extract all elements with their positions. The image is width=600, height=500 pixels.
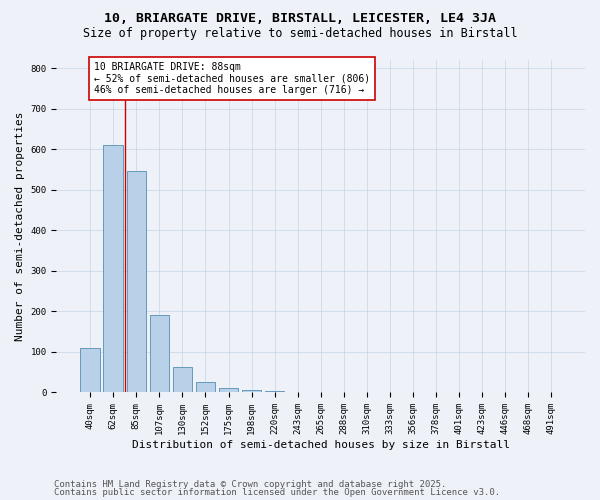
Bar — [173, 368, 192, 392]
Text: Size of property relative to semi-detached houses in Birstall: Size of property relative to semi-detach… — [83, 28, 517, 40]
Bar — [149, 316, 169, 392]
Text: Contains HM Land Registry data © Crown copyright and database right 2025.: Contains HM Land Registry data © Crown c… — [54, 480, 446, 489]
Y-axis label: Number of semi-detached properties: Number of semi-detached properties — [15, 112, 25, 341]
Text: Contains public sector information licensed under the Open Government Licence v3: Contains public sector information licen… — [54, 488, 500, 497]
Bar — [219, 388, 238, 392]
Bar — [242, 390, 262, 392]
X-axis label: Distribution of semi-detached houses by size in Birstall: Distribution of semi-detached houses by … — [132, 440, 510, 450]
Bar — [127, 172, 146, 392]
Bar — [196, 382, 215, 392]
Text: 10, BRIARGATE DRIVE, BIRSTALL, LEICESTER, LE4 3JA: 10, BRIARGATE DRIVE, BIRSTALL, LEICESTER… — [104, 12, 496, 26]
Text: 10 BRIARGATE DRIVE: 88sqm
← 52% of semi-detached houses are smaller (806)
46% of: 10 BRIARGATE DRIVE: 88sqm ← 52% of semi-… — [94, 62, 370, 95]
Bar — [103, 145, 123, 392]
Bar — [80, 348, 100, 393]
